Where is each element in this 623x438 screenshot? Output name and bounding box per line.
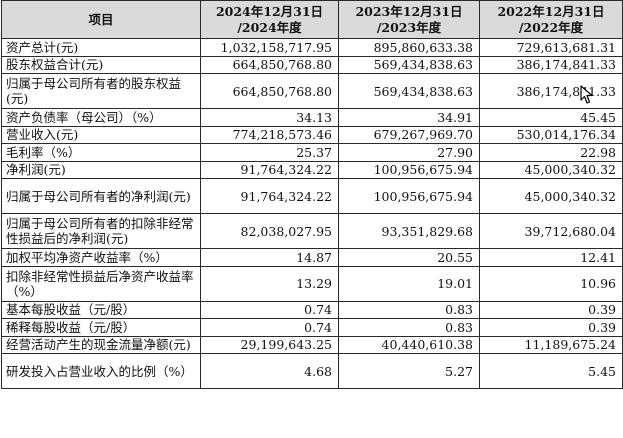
cell-2022: 39,712,680.04 [479,213,623,249]
table-row: 毛利率（%） 25.37 27.90 22.98 [1,143,623,162]
cell-2023: 27.90 [338,143,480,162]
cell-2024: 0.74 [200,318,339,337]
header-2022-year: /2022年度 [518,19,584,35]
cell-2022: 45,000,340.32 [479,178,623,214]
table-row: 加权平均净资产收益率（%） 14.87 20.55 12.41 [1,248,623,267]
table-row: 净利润(元) 91,764,324.22 100,956,675.94 45,0… [1,160,623,179]
row-label: 研发投入占营业收入的比例（%） [1,353,201,389]
table-row: 营业收入(元) 774,218,573.46 679,267,969.70 53… [1,125,623,144]
row-label: 归属于母公司所有者的股东权益(元) [1,73,201,109]
cell-2024: 14.87 [200,248,339,267]
header-2022-date: 2022年12月31日 [497,3,605,19]
mouse-cursor-icon [580,85,593,104]
row-label: 资产总计(元) [1,38,201,57]
cell-2023: 40,440,610.38 [338,335,480,354]
row-label: 扣除非经常性损益后净资产收益率（%） [1,265,201,302]
table-row: 稀释每股收益（元/股） 0.74 0.83 0.39 [1,318,623,337]
cell-2024: 25.37 [200,143,339,162]
cell-2024: 4.68 [200,353,339,389]
row-label: 经营活动产生的现金流量净额(元) [1,335,201,354]
cell-2024: 664,850,768.80 [200,73,339,109]
cell-2023: 0.83 [338,300,480,319]
header-2023: 2023年12月31日 /2023年度 [338,0,480,39]
row-label: 净利润(元) [1,160,201,179]
cell-2023: 569,434,838.63 [338,55,480,74]
cell-2024: 1,032,158,717.95 [200,38,339,57]
cell-2024: 0.74 [200,300,339,319]
table-row: 归属于母公司所有者的净利润(元) 91,764,324.22 100,956,6… [1,178,623,214]
cell-2024: 29,199,643.25 [200,335,339,354]
cell-2024: 34.13 [200,108,339,127]
row-label: 毛利率（%） [1,143,201,162]
table-row: 归属于母公司所有者的股东权益(元) 664,850,768.80 569,434… [1,73,623,109]
cell-2023: 0.83 [338,318,480,337]
header-2024: 2024年12月31日 /2024年度 [200,0,339,39]
cell-2023: 100,956,675.94 [338,160,480,179]
cell-2024: 664,850,768.80 [200,55,339,74]
table-row: 经营活动产生的现金流量净额(元) 29,199,643.25 40,440,61… [1,335,623,354]
cell-2023: 569,434,838.63 [338,73,480,109]
table-row: 资产负债率（母公司）（%） 34.13 34.91 45.45 [1,108,623,127]
cell-2023: 100,956,675.94 [338,178,480,214]
row-label: 股东权益合计(元) [1,55,201,74]
header-2022: 2022年12月31日 /2022年度 [479,0,623,39]
table-row: 资产总计(元) 1,032,158,717.95 895,860,633.38 … [1,38,623,57]
cell-2023: 93,351,829.68 [338,213,480,249]
cell-2023: 20.55 [338,248,480,267]
cell-2024: 774,218,573.46 [200,125,339,144]
table-row: 基本每股收益（元/股） 0.74 0.83 0.39 [1,300,623,319]
table-row: 股东权益合计(元) 664,850,768.80 569,434,838.63 … [1,55,623,74]
row-label: 资产负债率（母公司）（%） [1,108,201,127]
cell-2022: 12.41 [479,248,623,267]
cell-2023: 679,267,969.70 [338,125,480,144]
header-2024-date: 2024年12月31日 [215,3,324,19]
cell-2022: 0.39 [479,300,623,319]
header-item-label: 项目 [88,11,114,27]
cell-2023: 895,860,633.38 [338,38,480,57]
cell-2022: 729,613,681.31 [479,38,623,57]
cell-2022: 0.39 [479,318,623,337]
row-label: 营业收入(元) [1,125,201,144]
row-label: 归属于母公司所有者的扣除非经常性损益后的净利润(元) [1,213,201,249]
table-header-row: 项目 2024年12月31日 /2024年度 2023年12月31日 /2023… [1,0,623,39]
header-2023-year: /2023年度 [376,19,442,35]
cell-2022: 45,000,340.32 [479,160,623,179]
row-label: 基本每股收益（元/股） [1,300,201,319]
cell-2022: 45.45 [479,108,623,127]
row-label: 加权平均净资产收益率（%） [1,248,201,267]
cell-2024: 91,764,324.22 [200,178,339,214]
header-2023-date: 2023年12月31日 [355,3,463,19]
row-label: 归属于母公司所有者的净利润(元) [1,178,201,214]
cell-2022: 386,174,841.33 [479,73,623,109]
cell-2022: 22.98 [479,143,623,162]
cell-2022: 530,014,176.34 [479,125,623,144]
financial-summary-table: 项目 2024年12月31日 /2024年度 2023年12月31日 /2023… [1,0,623,389]
cell-2023: 19.01 [338,265,480,302]
cell-2024: 91,764,324.22 [200,160,339,179]
table-row: 归属于母公司所有者的扣除非经常性损益后的净利润(元) 82,038,027.95… [1,213,623,249]
cell-2022: 11,189,675.24 [479,335,623,354]
cell-2022: 10.96 [479,265,623,302]
cell-2023: 34.91 [338,108,480,127]
table-row: 扣除非经常性损益后净资产收益率（%） 13.29 19.01 10.96 [1,265,623,302]
header-2024-year: /2024年度 [237,19,302,35]
cell-2022: 5.45 [479,353,623,389]
cell-2022: 386,174,841.33 [479,55,623,74]
cell-2024: 13.29 [200,265,339,302]
cell-2024: 82,038,027.95 [200,213,339,249]
cell-2023: 5.27 [338,353,480,389]
header-item: 项目 [1,0,201,39]
table-row: 研发投入占营业收入的比例（%） 4.68 5.27 5.45 [1,353,623,389]
row-label: 稀释每股收益（元/股） [1,318,201,337]
